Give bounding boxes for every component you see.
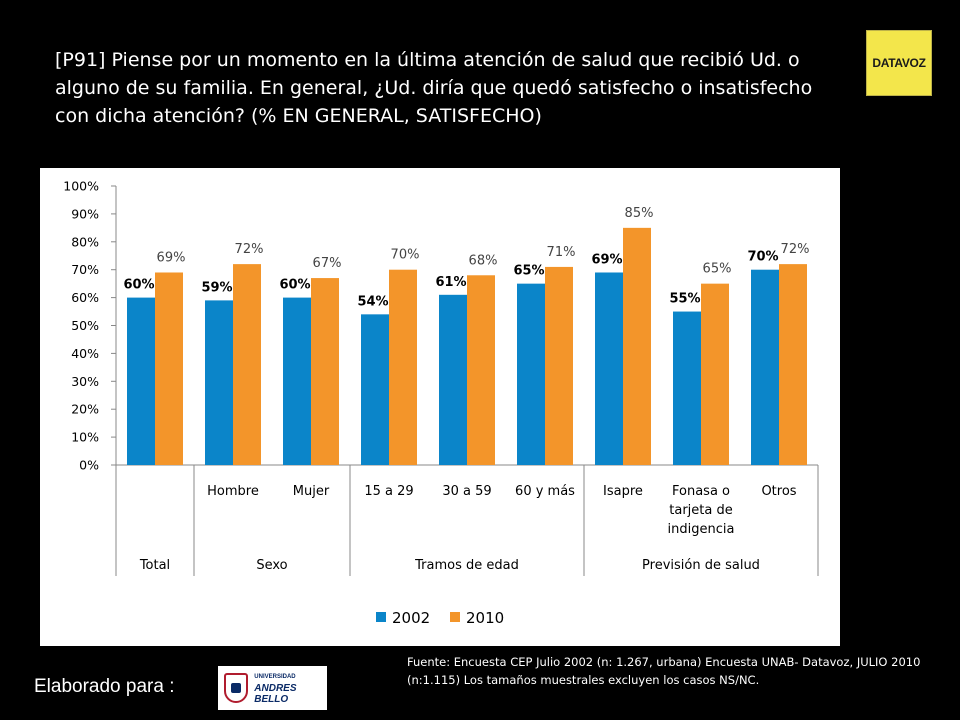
- category-label: tarjeta de: [669, 503, 732, 518]
- category-label: Fonasa o: [672, 484, 730, 499]
- category-label: Otros: [761, 484, 796, 499]
- category-label: Isapre: [603, 484, 643, 499]
- data-label-2002: 60%: [279, 278, 310, 293]
- source-note: Fuente: Encuesta CEP Julio 2002 (n: 1.26…: [407, 655, 921, 687]
- bar-chart: 0%10%20%30%40%50%60%70%80%90%100%60%69%5…: [40, 168, 840, 646]
- bar-2010: [467, 275, 495, 465]
- legend-swatch-2010: [450, 612, 460, 622]
- data-label-2010: 72%: [781, 242, 810, 257]
- y-tick-label: 40%: [71, 346, 99, 361]
- bar-2010: [233, 264, 261, 465]
- university-emblem-icon: [224, 673, 249, 703]
- page-title: [P91] Piense por un momento en la última…: [55, 49, 813, 127]
- data-label-2002: 70%: [747, 250, 778, 265]
- data-label-2010: 67%: [313, 256, 342, 271]
- legend-label-2002: 2002: [392, 609, 430, 627]
- data-label-2010: 85%: [625, 206, 654, 221]
- bar-2010: [623, 227, 651, 465]
- datavoz-logo-text: DATAVOZ: [872, 56, 926, 70]
- bar-2002: [751, 269, 779, 465]
- bar-2002: [595, 272, 623, 465]
- university-logo: UNIVERSIDAD ANDRES BELLO: [218, 666, 327, 710]
- data-label-2010: 69%: [157, 250, 186, 265]
- bar-2002: [361, 314, 389, 465]
- bar-2002: [673, 311, 701, 465]
- y-tick-label: 10%: [71, 430, 99, 445]
- group-label: Total: [139, 558, 170, 573]
- y-tick-label: 20%: [71, 402, 99, 417]
- data-label-2010: 68%: [469, 253, 498, 268]
- university-logo-line1: UNIVERSIDAD: [254, 673, 296, 680]
- category-label: Hombre: [207, 484, 259, 499]
- bar-2010: [779, 264, 807, 465]
- category-label: indigencia: [668, 522, 735, 537]
- data-label-2010: 71%: [547, 245, 576, 260]
- data-label-2002: 60%: [123, 278, 154, 293]
- bar-2010: [545, 266, 573, 465]
- data-label-2002: 61%: [435, 275, 466, 290]
- group-label: Previsión de salud: [642, 558, 760, 573]
- footer-label: Elaborado para :: [34, 676, 175, 697]
- y-tick-label: 70%: [71, 262, 99, 277]
- y-tick-label: 100%: [63, 179, 99, 194]
- data-label-2002: 55%: [669, 292, 700, 307]
- data-label-2002: 65%: [513, 264, 544, 279]
- data-label-2010: 72%: [235, 242, 264, 257]
- bar-2002: [283, 297, 311, 465]
- y-tick-label: 30%: [71, 374, 99, 389]
- legend-swatch-2002: [376, 612, 386, 622]
- bar-2002: [439, 294, 467, 465]
- data-label-2002: 69%: [591, 252, 622, 267]
- category-label: 30 a 59: [442, 484, 491, 499]
- data-label-2002: 59%: [201, 280, 232, 295]
- data-label-2002: 54%: [357, 294, 388, 309]
- y-tick-label: 80%: [71, 234, 99, 249]
- datavoz-logo: DATAVOZ: [866, 30, 932, 96]
- bar-2002: [127, 297, 155, 465]
- data-label-2010: 65%: [703, 262, 732, 277]
- group-label: Tramos de edad: [414, 558, 519, 573]
- bar-2002: [205, 300, 233, 465]
- group-label: Sexo: [256, 558, 287, 573]
- category-label: 15 a 29: [364, 484, 413, 499]
- bar-2010: [311, 278, 339, 465]
- bar-2010: [155, 272, 183, 465]
- y-tick-label: 0%: [79, 458, 99, 473]
- bar-2002: [517, 283, 545, 465]
- y-tick-label: 60%: [71, 290, 99, 305]
- data-label-2010: 70%: [391, 248, 420, 263]
- category-label: 60 y más: [515, 484, 575, 499]
- y-tick-label: 50%: [71, 318, 99, 333]
- legend-label-2010: 2010: [466, 609, 504, 627]
- university-logo-line2: ANDRES BELLO: [254, 682, 297, 705]
- y-tick-label: 90%: [71, 206, 99, 221]
- bar-2010: [701, 283, 729, 465]
- category-label: Mujer: [293, 484, 330, 499]
- bar-2010: [389, 269, 417, 465]
